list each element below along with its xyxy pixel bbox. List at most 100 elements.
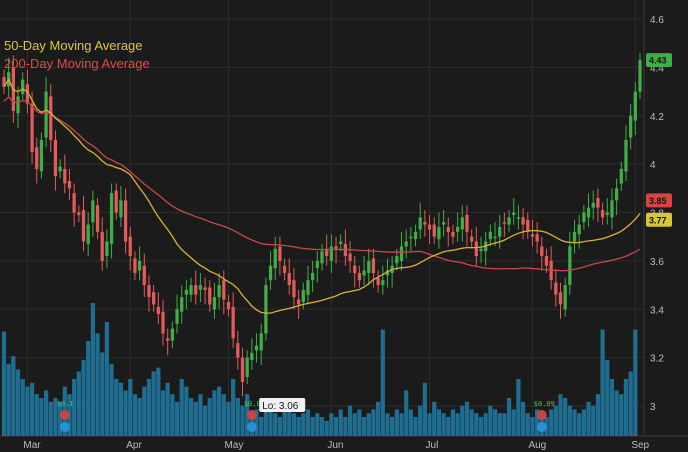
candle-body — [86, 224, 90, 244]
info-icon[interactable] — [59, 422, 70, 432]
y-tick-label: 4.6 — [650, 15, 664, 26]
volume-bar — [516, 379, 521, 436]
y-axis: 4.64.44.243.83.63.43.234.433.853.77 — [646, 15, 672, 413]
candle-body — [49, 96, 53, 140]
candle-body — [624, 139, 628, 172]
candle-body — [376, 277, 380, 286]
earnings-icon[interactable] — [246, 410, 257, 420]
volume-bar — [586, 401, 591, 436]
volume-bar — [404, 390, 409, 436]
y-tick-label: 4 — [650, 160, 656, 171]
candle-body — [413, 231, 418, 240]
volume-bar — [179, 379, 184, 436]
candle-body — [39, 139, 44, 172]
volume-bar — [380, 329, 385, 436]
candle-body — [367, 260, 371, 273]
candle-body — [315, 260, 319, 269]
candle-body — [614, 188, 619, 201]
volume-bar — [628, 371, 633, 436]
candle-body — [137, 260, 142, 271]
volume-bar — [170, 394, 175, 436]
candle-body — [596, 197, 600, 208]
volume-bar — [441, 413, 446, 436]
volume-bar — [43, 390, 49, 436]
earnings-icon[interactable] — [59, 410, 70, 420]
volume-bar — [633, 329, 638, 436]
candle-body — [109, 193, 114, 244]
volume-bar — [137, 398, 142, 436]
candle-body — [282, 265, 287, 273]
candle-body — [334, 246, 338, 249]
volume-bar — [25, 386, 30, 436]
candle-body — [446, 227, 450, 232]
candle-body — [259, 333, 263, 351]
volume-bar — [128, 379, 133, 436]
volume-bar — [422, 382, 427, 436]
candle-body — [465, 214, 469, 232]
candle-body — [385, 270, 390, 276]
price-badge-text-last: 4.43 — [649, 56, 667, 66]
candle-body — [217, 285, 221, 298]
volume-bar — [464, 401, 470, 436]
candle-body — [81, 210, 86, 242]
candle-body — [30, 103, 34, 153]
candle-body — [306, 280, 310, 295]
earnings-icon[interactable] — [536, 410, 547, 420]
volume-bar — [605, 360, 610, 436]
candle-body — [544, 256, 549, 266]
y-tick-label: 3.4 — [650, 305, 664, 316]
volume-bar — [165, 382, 170, 436]
volume-bar — [450, 409, 456, 436]
volume-bar — [619, 394, 624, 436]
volume-bar — [497, 413, 502, 436]
volume-bar — [76, 371, 81, 436]
candle-body — [371, 258, 376, 273]
volume-bar — [390, 417, 395, 436]
volume-bar — [86, 341, 91, 436]
volume-bar — [506, 398, 512, 436]
candle-body — [152, 292, 156, 305]
price-badge-text-ma200: 3.85 — [649, 196, 667, 206]
legend-item-ma50: 50-Day Moving Average — [4, 38, 143, 53]
volume-bar — [376, 401, 381, 436]
candle-body — [427, 224, 432, 230]
candle-body — [212, 297, 217, 310]
candle-body — [273, 248, 277, 269]
volume-bar — [259, 417, 264, 436]
candle-body — [558, 292, 563, 305]
candle-body — [441, 222, 446, 225]
volume-bar — [277, 417, 283, 436]
volume-bar — [184, 386, 189, 436]
ma50-line — [3, 78, 641, 314]
candle-body — [194, 285, 198, 295]
candle-body — [21, 79, 25, 94]
volume-bar — [305, 409, 311, 436]
candle-body — [170, 328, 174, 341]
moving-average-lines — [3, 78, 641, 314]
volume-bar — [160, 390, 166, 436]
y-tick-label: 4.2 — [650, 112, 664, 123]
info-icon[interactable] — [246, 422, 257, 432]
volume-bar — [432, 401, 437, 436]
volume-bar — [329, 413, 334, 436]
volume-bar — [530, 417, 535, 436]
volume-bar — [413, 417, 418, 436]
info-icon[interactable] — [536, 422, 547, 432]
volume-bar — [123, 390, 128, 436]
volume-bar — [366, 413, 371, 436]
y-tick-label: 3.6 — [650, 257, 664, 268]
volume-bar — [118, 382, 124, 436]
volume-bar — [202, 405, 208, 436]
volume-bar — [310, 417, 315, 436]
candle-body — [535, 234, 539, 242]
candle-body — [254, 345, 259, 351]
candle-body — [161, 311, 165, 334]
volume-bar — [15, 369, 21, 436]
x-tick-label: Jul — [426, 440, 439, 451]
candle-body — [498, 227, 502, 237]
candle-body — [222, 280, 226, 300]
volume-bar — [212, 390, 217, 436]
candle-body — [53, 139, 58, 177]
candle-body — [296, 299, 301, 305]
